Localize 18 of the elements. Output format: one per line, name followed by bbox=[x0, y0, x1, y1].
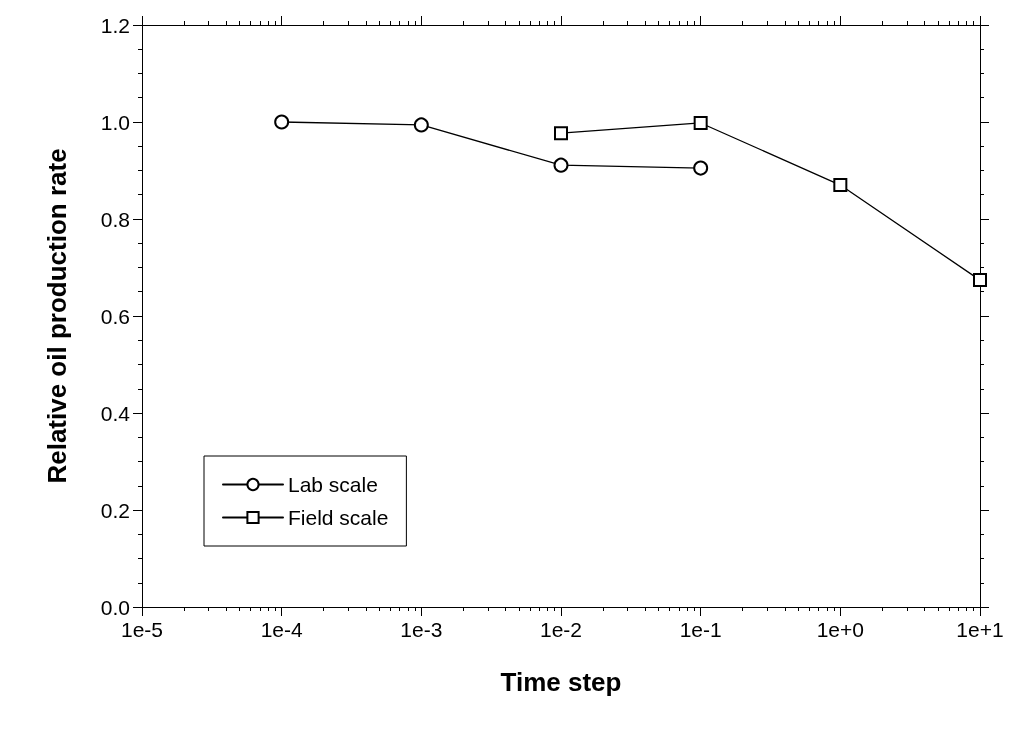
y-tick-label: 0.6 bbox=[100, 304, 130, 328]
x-tick-label: 1e-5 bbox=[120, 618, 164, 641]
x-axis-title: Time step bbox=[500, 667, 622, 697]
y-tick-label: 0.8 bbox=[100, 207, 130, 231]
x-tick-label: 1e+0 bbox=[816, 618, 864, 641]
x-tick-label: 1e-1 bbox=[679, 618, 722, 641]
x-tick-label: 1e+1 bbox=[956, 618, 1004, 641]
y-tick-label: 0.2 bbox=[100, 498, 130, 522]
legend-label: Field scale bbox=[288, 506, 389, 529]
y-tick-label: 0.0 bbox=[100, 595, 130, 619]
legend-label: Lab scale bbox=[288, 473, 378, 496]
y-tick-label: 1.2 bbox=[100, 13, 130, 37]
y-axis-title: Relative oil production rate bbox=[42, 148, 72, 484]
x-tick-label: 1e-4 bbox=[260, 618, 303, 641]
x-tick-label: 1e-3 bbox=[400, 618, 443, 641]
y-tick-label: 0.4 bbox=[100, 401, 131, 425]
x-tick-label: 1e-2 bbox=[539, 618, 583, 641]
y-tick-label: 1.0 bbox=[100, 110, 130, 134]
